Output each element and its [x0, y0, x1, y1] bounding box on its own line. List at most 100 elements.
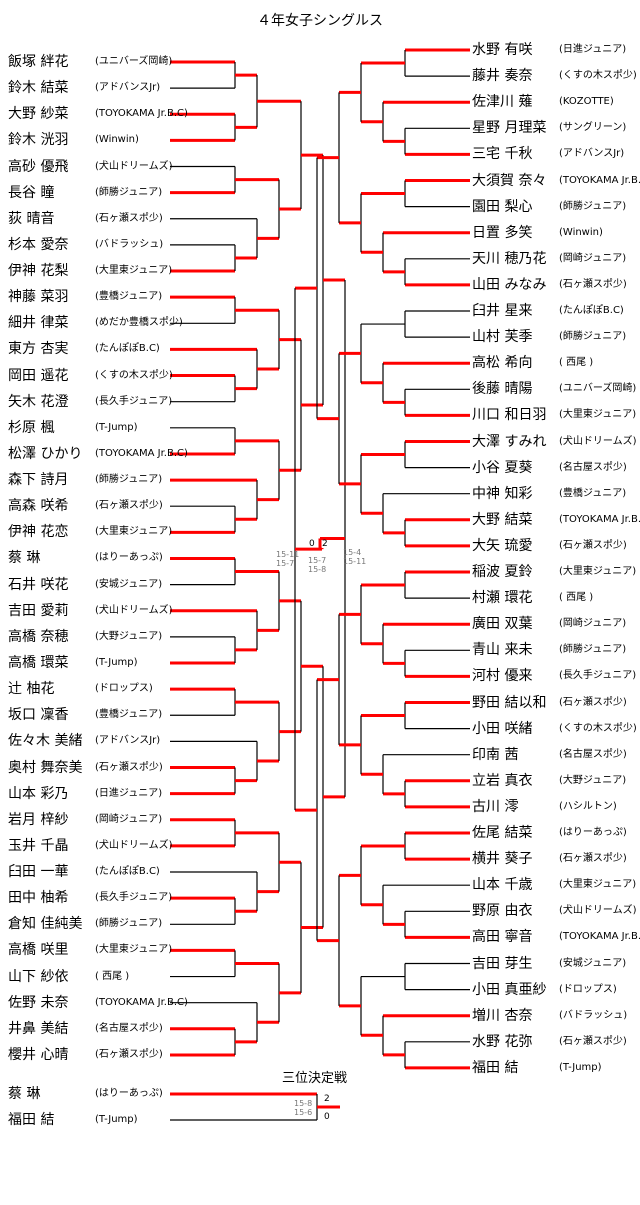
- player-row: 高橋 奈穂 (大野ジュニア): [8, 627, 162, 647]
- player-name: 日置 多笑: [472, 224, 533, 241]
- player-club: (師勝ジュニア): [95, 918, 163, 930]
- player-row: 吉田 愛莉 (犬山ドリームズ): [8, 601, 173, 621]
- player-row: 細井 律菜 (めだか豊橋スポ少): [8, 313, 183, 333]
- player-name: 村瀬 環花: [472, 590, 533, 607]
- player-row: 高松 希向 ( 西尾 ): [472, 353, 593, 373]
- player-name: 川口 和日羽: [472, 407, 547, 424]
- player-name: 鈴木 洸羽: [8, 132, 69, 149]
- player-row: 田中 柚希 (長久手ジュニア): [8, 888, 172, 908]
- player-row: 川口 和日羽 (大里東ジュニア): [472, 405, 636, 425]
- player-name: 福田 結: [8, 1112, 55, 1128]
- player-row: 青山 来未 (師勝ジュニア): [472, 640, 626, 660]
- player-name: 東方 杏実: [8, 341, 69, 358]
- player-club: (長久手ジュニア): [559, 670, 637, 682]
- player-club: (TOYOKAMA Jr.B.C): [95, 447, 188, 459]
- player-club: (Winwin): [95, 134, 139, 146]
- player-name: 古川 澪: [472, 798, 519, 815]
- player-name: 天川 穂乃花: [472, 250, 547, 267]
- player-club: (師勝ジュニア): [559, 644, 627, 656]
- player-club: (はりーあっぷ): [95, 1088, 163, 1099]
- player-name: 石井 咲花: [8, 576, 69, 593]
- player-club: (石ヶ瀬スポ少): [559, 853, 627, 865]
- player-club: (名古屋スポ少): [559, 748, 627, 760]
- player-row: 蔡 琳 (はりーあっぷ): [8, 548, 163, 568]
- player-name: 櫻井 心晴: [8, 1046, 69, 1063]
- player-name: 小谷 夏葵: [472, 459, 533, 476]
- third-place-score-2: 0: [324, 1112, 330, 1122]
- player-name: 杉本 愛奈: [8, 236, 69, 253]
- player-club: (T-Jump): [559, 1061, 602, 1073]
- player-row: 園田 梨心 (師勝ジュニア): [472, 197, 626, 217]
- player-row: 神藤 菜羽 (豊橋ジュニア): [8, 287, 162, 307]
- player-club: (たんぽぽB.C): [559, 305, 624, 316]
- player-row: 廣田 双葉 (岡崎ジュニア): [472, 614, 626, 634]
- player-name: 鈴木 結菜: [8, 80, 69, 97]
- player-name: 立岩 真衣: [472, 772, 533, 789]
- player-club: (豊橋ジュニア): [559, 487, 627, 499]
- player-club: (TOYOKAMA Jr.B.C): [559, 513, 640, 525]
- player-row: 小田 真亜紗 (ドロップス): [472, 980, 617, 1000]
- third-place-title: 三位決定戦: [282, 1071, 348, 1086]
- player-row: 日置 多笑 (Winwin): [472, 223, 603, 243]
- player-row: 杉本 愛奈 (バドラッシュ): [8, 235, 163, 255]
- player-name: 奥村 舞奈美: [8, 759, 83, 776]
- player-club: (岡崎ジュニア): [559, 252, 627, 264]
- player-row: 野原 由衣 (犬山ドリームズ): [472, 901, 637, 921]
- player-name: 伊神 花恋: [8, 524, 69, 541]
- player-name: 野田 結以和: [472, 694, 547, 711]
- player-club: (TOYOKAMA Jr.B.C): [559, 931, 640, 943]
- player-club: (師勝ジュニア): [559, 331, 627, 343]
- player-club: (アドバンスJr): [95, 82, 161, 94]
- player-name: 大野 紗菜: [8, 106, 69, 123]
- player-club: (石ヶ瀬スポ少): [95, 500, 163, 512]
- player-club: (師勝ジュニア): [95, 474, 163, 486]
- player-name: 山本 彩乃: [8, 785, 69, 802]
- player-row: 倉知 佳純美 (師勝ジュニア): [8, 914, 162, 934]
- player-club: (TOYOKAMA Jr.B.C): [95, 996, 188, 1008]
- player-club: ( 西尾 ): [559, 592, 594, 604]
- player-row: 山田 みなみ (石ヶ瀬スポ少): [472, 275, 627, 295]
- player-name: 山下 紗依: [8, 968, 69, 985]
- player-name: 杉原 楓: [8, 419, 55, 436]
- player-club: (名古屋スポ少): [95, 1022, 163, 1034]
- player-club: (バドラッシュ): [559, 1009, 628, 1021]
- player-club: (長久手ジュニア): [95, 395, 173, 407]
- player-club: (安城ジュニア): [95, 578, 163, 590]
- player-name: 稲波 夏鈴: [472, 564, 533, 580]
- player-row: 古川 澪 (ハシルトン): [472, 797, 617, 817]
- player-club: (ドロップス): [95, 683, 153, 695]
- player-club: ( 西尾 ): [95, 970, 130, 982]
- player-name: 高砂 優飛: [8, 158, 69, 175]
- player-club: (KOZOTTE): [559, 96, 614, 108]
- player-name: 伊神 花梨: [8, 263, 69, 280]
- player-club: (石ヶ瀬スポ少): [559, 696, 627, 708]
- player-row: 山村 芙季 (師勝ジュニア): [472, 327, 626, 347]
- player-club: (大里東ジュニア): [559, 409, 637, 421]
- player-name: 福田 結: [472, 1059, 519, 1076]
- player-name: 蔡 琳: [8, 1086, 41, 1102]
- third-place-games: 15-8 15-6: [294, 1099, 313, 1117]
- player-name: 佐尾 結菜: [472, 825, 533, 841]
- player-name: 高橋 咲里: [8, 942, 69, 959]
- player-row: 飯塚 絆花 (ユニバーズ岡崎): [8, 52, 172, 72]
- player-club: (サングリーン): [559, 122, 627, 134]
- player-row: 高橋 咲里 (大里東ジュニア): [8, 940, 172, 960]
- player-name: 山田 みなみ: [472, 276, 547, 293]
- player-club: (犬山ドリームズ): [559, 435, 637, 447]
- player-club: (岡崎ジュニア): [95, 813, 163, 825]
- player-club: (日進ジュニア): [95, 787, 163, 799]
- player-club: (大里東ジュニア): [559, 566, 637, 577]
- player-row: 印南 茜 (名古屋スポ少): [472, 745, 627, 765]
- player-name: 印南 茜: [472, 746, 519, 763]
- player-name: 細井 律菜: [8, 315, 69, 332]
- player-row: 山下 紗依 ( 西尾 ): [8, 967, 129, 987]
- player-row: 大須賀 奈々 (TOYOKAMA Jr.B.C): [472, 171, 640, 191]
- player-row: 水野 有咲 (日進ジュニア): [472, 40, 626, 60]
- player-row: 坂口 凜香 (豊橋ジュニア): [8, 705, 162, 725]
- player-club: (TOYOKAMA Jr.B.C): [559, 174, 640, 186]
- player-row: 藤井 奏奈 (くすの木スポ少): [472, 66, 637, 86]
- player-name: 小田 咲緒: [472, 720, 533, 737]
- player-club: (Winwin): [559, 226, 603, 238]
- player-name: 飯塚 絆花: [8, 54, 69, 70]
- player-club: (犬山ドリームズ): [559, 905, 637, 917]
